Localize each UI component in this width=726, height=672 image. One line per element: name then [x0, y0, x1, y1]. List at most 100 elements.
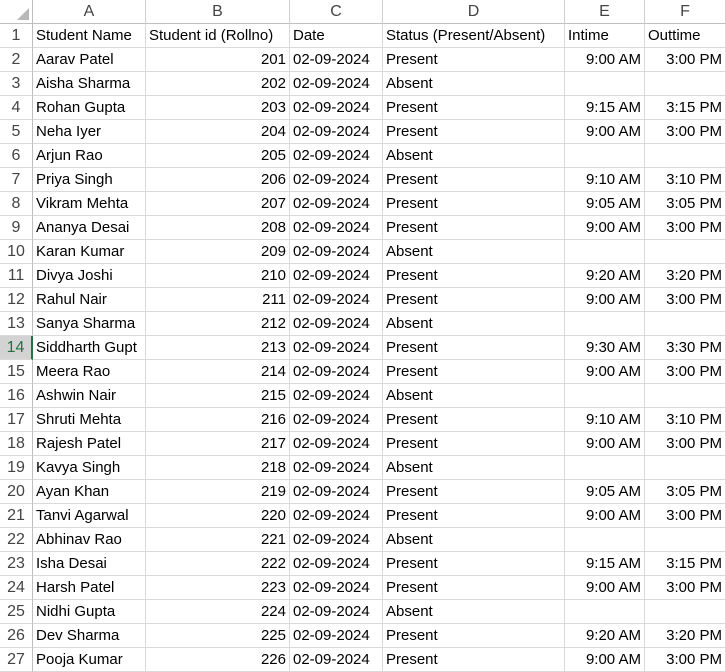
cell-a9[interactable]: Ananya Desai	[33, 216, 146, 240]
cell-e12[interactable]: 9:00 AM	[565, 288, 645, 312]
row-header-23[interactable]: 23	[0, 552, 33, 576]
header-cell-d[interactable]: Status (Present/Absent)	[383, 24, 565, 48]
cell-b6[interactable]: 205	[146, 144, 290, 168]
cell-c18[interactable]: 02-09-2024	[290, 432, 383, 456]
cell-d7[interactable]: Present	[383, 168, 565, 192]
cell-d8[interactable]: Present	[383, 192, 565, 216]
cell-d10[interactable]: Absent	[383, 240, 565, 264]
cell-a12[interactable]: Rahul Nair	[33, 288, 146, 312]
cell-c26[interactable]: 02-09-2024	[290, 624, 383, 648]
cell-f17[interactable]: 3:10 PM	[645, 408, 726, 432]
column-header-b[interactable]: B	[146, 0, 290, 24]
header-cell-c[interactable]: Date	[290, 24, 383, 48]
cell-d20[interactable]: Present	[383, 480, 565, 504]
cell-e2[interactable]: 9:00 AM	[565, 48, 645, 72]
cell-e25[interactable]	[565, 600, 645, 624]
row-header-13[interactable]: 13	[0, 312, 33, 336]
cell-a3[interactable]: Aisha Sharma	[33, 72, 146, 96]
header-cell-b[interactable]: Student id (Rollno)	[146, 24, 290, 48]
cell-a26[interactable]: Dev Sharma	[33, 624, 146, 648]
cell-f7[interactable]: 3:10 PM	[645, 168, 726, 192]
cell-f27[interactable]: 3:00 PM	[645, 648, 726, 672]
row-header-6[interactable]: 6	[0, 144, 33, 168]
cell-c3[interactable]: 02-09-2024	[290, 72, 383, 96]
cell-a7[interactable]: Priya Singh	[33, 168, 146, 192]
row-header-14[interactable]: 14	[0, 336, 33, 360]
row-header-20[interactable]: 20	[0, 480, 33, 504]
cell-c2[interactable]: 02-09-2024	[290, 48, 383, 72]
cell-e16[interactable]	[565, 384, 645, 408]
cell-e20[interactable]: 9:05 AM	[565, 480, 645, 504]
cell-c23[interactable]: 02-09-2024	[290, 552, 383, 576]
column-header-e[interactable]: E	[565, 0, 645, 24]
row-header-3[interactable]: 3	[0, 72, 33, 96]
cell-c24[interactable]: 02-09-2024	[290, 576, 383, 600]
cell-a15[interactable]: Meera Rao	[33, 360, 146, 384]
cell-a17[interactable]: Shruti Mehta	[33, 408, 146, 432]
cell-b14[interactable]: 213	[146, 336, 290, 360]
cell-d25[interactable]: Absent	[383, 600, 565, 624]
cell-f19[interactable]	[645, 456, 726, 480]
cell-e9[interactable]: 9:00 AM	[565, 216, 645, 240]
cell-a5[interactable]: Neha Iyer	[33, 120, 146, 144]
row-header-2[interactable]: 2	[0, 48, 33, 72]
cell-d5[interactable]: Present	[383, 120, 565, 144]
cell-f26[interactable]: 3:20 PM	[645, 624, 726, 648]
cell-c14[interactable]: 02-09-2024	[290, 336, 383, 360]
cell-f8[interactable]: 3:05 PM	[645, 192, 726, 216]
column-header-c[interactable]: C	[290, 0, 383, 24]
cell-a25[interactable]: Nidhi Gupta	[33, 600, 146, 624]
cell-e6[interactable]	[565, 144, 645, 168]
cell-a19[interactable]: Kavya Singh	[33, 456, 146, 480]
cell-a16[interactable]: Ashwin Nair	[33, 384, 146, 408]
cell-d3[interactable]: Absent	[383, 72, 565, 96]
cell-d19[interactable]: Absent	[383, 456, 565, 480]
cell-a6[interactable]: Arjun Rao	[33, 144, 146, 168]
cell-b7[interactable]: 206	[146, 168, 290, 192]
cell-b8[interactable]: 207	[146, 192, 290, 216]
cell-a20[interactable]: Ayan Khan	[33, 480, 146, 504]
cell-a13[interactable]: Sanya Sharma	[33, 312, 146, 336]
cell-c12[interactable]: 02-09-2024	[290, 288, 383, 312]
cell-b23[interactable]: 222	[146, 552, 290, 576]
row-header-11[interactable]: 11	[0, 264, 33, 288]
cell-b19[interactable]: 218	[146, 456, 290, 480]
cell-e13[interactable]	[565, 312, 645, 336]
cell-e14[interactable]: 9:30 AM	[565, 336, 645, 360]
cell-e10[interactable]	[565, 240, 645, 264]
cell-e19[interactable]	[565, 456, 645, 480]
cell-c17[interactable]: 02-09-2024	[290, 408, 383, 432]
select-all-corner[interactable]	[0, 0, 33, 24]
cell-c20[interactable]: 02-09-2024	[290, 480, 383, 504]
cell-c4[interactable]: 02-09-2024	[290, 96, 383, 120]
cell-b12[interactable]: 211	[146, 288, 290, 312]
cell-e8[interactable]: 9:05 AM	[565, 192, 645, 216]
cell-d4[interactable]: Present	[383, 96, 565, 120]
cell-d11[interactable]: Present	[383, 264, 565, 288]
cell-d14[interactable]: Present	[383, 336, 565, 360]
cell-b15[interactable]: 214	[146, 360, 290, 384]
cell-c7[interactable]: 02-09-2024	[290, 168, 383, 192]
cell-b4[interactable]: 203	[146, 96, 290, 120]
cell-d13[interactable]: Absent	[383, 312, 565, 336]
cell-d18[interactable]: Present	[383, 432, 565, 456]
cell-a21[interactable]: Tanvi Agarwal	[33, 504, 146, 528]
cell-b18[interactable]: 217	[146, 432, 290, 456]
cell-d22[interactable]: Absent	[383, 528, 565, 552]
cell-c22[interactable]: 02-09-2024	[290, 528, 383, 552]
row-header-21[interactable]: 21	[0, 504, 33, 528]
cell-f23[interactable]: 3:15 PM	[645, 552, 726, 576]
cell-d9[interactable]: Present	[383, 216, 565, 240]
cell-e3[interactable]	[565, 72, 645, 96]
row-header-24[interactable]: 24	[0, 576, 33, 600]
cell-c6[interactable]: 02-09-2024	[290, 144, 383, 168]
cell-e18[interactable]: 9:00 AM	[565, 432, 645, 456]
header-cell-a[interactable]: Student Name	[33, 24, 146, 48]
column-header-a[interactable]: A	[33, 0, 146, 24]
cell-d6[interactable]: Absent	[383, 144, 565, 168]
cell-b9[interactable]: 208	[146, 216, 290, 240]
cell-c9[interactable]: 02-09-2024	[290, 216, 383, 240]
cell-a2[interactable]: Aarav Patel	[33, 48, 146, 72]
row-header-15[interactable]: 15	[0, 360, 33, 384]
cell-a10[interactable]: Karan Kumar	[33, 240, 146, 264]
